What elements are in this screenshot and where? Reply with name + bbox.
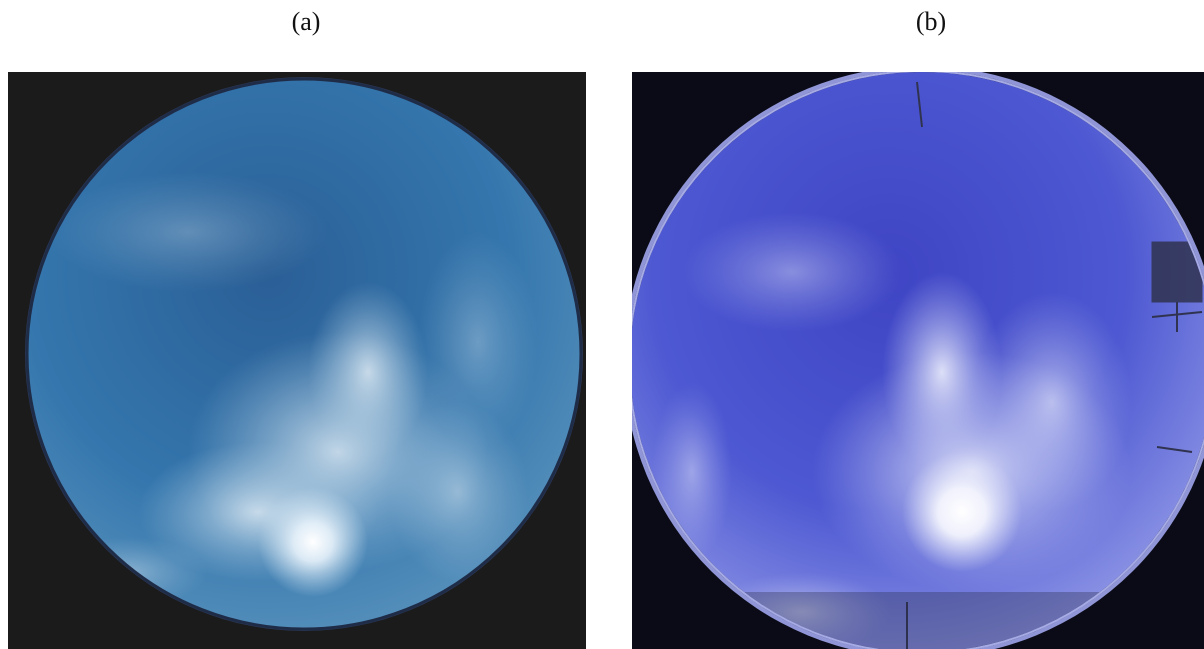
cloud-band (418, 232, 538, 452)
cloud-band (308, 282, 428, 462)
cloud-band (682, 212, 902, 332)
cloud-band (48, 172, 328, 292)
cloud-band (882, 272, 1002, 472)
cloud-band (652, 382, 732, 562)
panel-label-a: (a) (291, 7, 321, 36)
fisheye-image-a (8, 72, 586, 649)
cloud-band (48, 537, 208, 607)
sun (902, 452, 1022, 572)
panel-label-b: (b) (915, 7, 947, 36)
sky-photo-b (632, 72, 1204, 649)
cloud-band (972, 292, 1132, 512)
fisheye-image-b (632, 72, 1204, 649)
sky-photo-a (25, 77, 583, 631)
sun (258, 487, 368, 597)
